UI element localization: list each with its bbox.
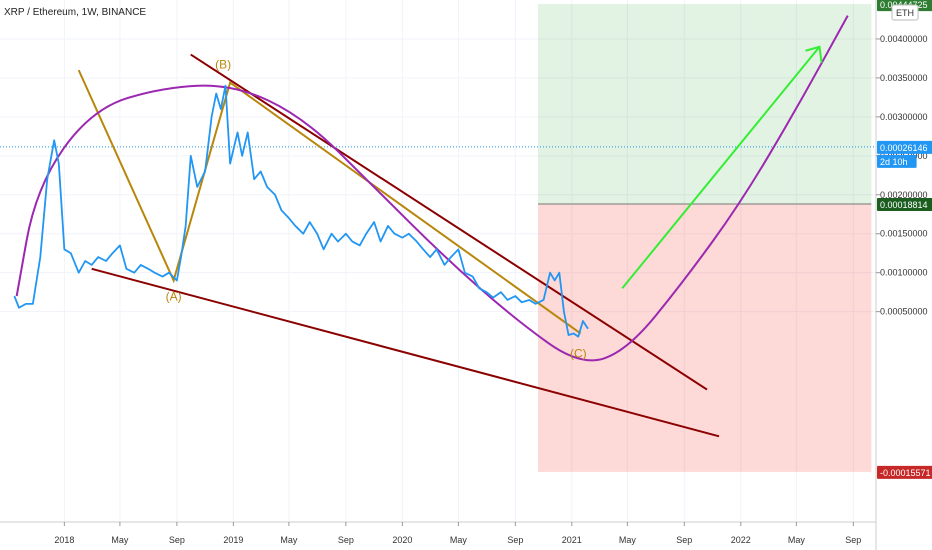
position-zones: [0, 4, 876, 472]
upper-trend-line: [190, 53, 708, 391]
x-tick-label: 2021: [562, 535, 582, 545]
y-tick-label: 0.00050000: [880, 307, 928, 317]
x-tick-label: May: [280, 535, 298, 545]
x-tick-label: 2022: [731, 535, 751, 545]
x-tick-label: May: [788, 535, 806, 545]
x-tick-label: May: [619, 535, 637, 545]
forecast-arrow-shaft: [621, 46, 821, 289]
price-badge-label: 0.00026146: [880, 143, 928, 153]
price-badge: [877, 154, 917, 168]
x-tick-label: Sep: [845, 535, 861, 545]
y-tick-label: 0.00150000: [880, 229, 928, 239]
x-tick-label: 2019: [223, 535, 243, 545]
y-tick-label: 0.00350000: [880, 73, 928, 83]
price-series-line: [13, 84, 589, 338]
x-tick-label: May: [111, 535, 129, 545]
price-badge-label: -0.00015571: [880, 468, 931, 478]
currency-button-label: ETH: [896, 8, 914, 18]
chart-title: XRP / Ethereum, 1W, BINANCE: [4, 7, 146, 18]
x-tick-label: 2020: [392, 535, 412, 545]
x-tick-label: Sep: [507, 535, 523, 545]
wave-label: (A): [166, 289, 182, 303]
wave-labels: (A) (B) (C): [166, 58, 587, 361]
stop-zone: [538, 204, 872, 472]
currency-button[interactable]: ETH: [891, 4, 919, 21]
y-tick-label: 0.00100000: [880, 268, 928, 278]
time-axis[interactable]: 2018 May Sep 2019 May Sep 2020 May Sep 2021 May Sep…: [54, 522, 861, 545]
x-tick-label: May: [450, 535, 468, 545]
forecast-arrow-head: [805, 45, 823, 63]
wave-label: (C): [570, 346, 587, 360]
price-badge-label: 0.00018814: [880, 200, 928, 210]
x-tick-label: 2018: [54, 535, 74, 545]
y-tick-label: 0.00200000: [880, 190, 928, 200]
price-badge: [877, 198, 932, 212]
lower-trend-line: [91, 267, 720, 438]
target-zone: [538, 4, 872, 205]
y-tick-label: 0.00300000: [880, 112, 928, 122]
x-tick-label: Sep: [169, 535, 185, 545]
abc-zigzag-line: [77, 69, 582, 335]
price-badge: [877, 140, 932, 154]
y-tick-label: 0.00400000: [880, 34, 928, 44]
price-badge: [877, 465, 932, 479]
x-tick-label: Sep: [338, 535, 354, 545]
cycle-curve: [15, 15, 849, 362]
x-tick-label: Sep: [676, 535, 692, 545]
series-group: [13, 84, 589, 338]
drawing-annotations: [15, 15, 849, 438]
price-badge-label: 2d 10h: [880, 157, 908, 167]
wave-label: (B): [215, 58, 231, 72]
